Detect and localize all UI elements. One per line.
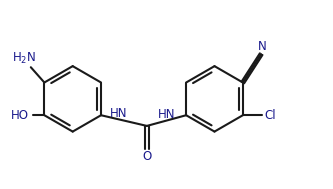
- Text: N: N: [258, 40, 267, 53]
- Text: HN: HN: [110, 107, 127, 120]
- Text: HN: HN: [158, 108, 175, 121]
- Text: Cl: Cl: [264, 109, 276, 122]
- Text: H$_2$N: H$_2$N: [12, 51, 36, 66]
- Text: HO: HO: [10, 109, 29, 122]
- Text: O: O: [142, 150, 152, 163]
